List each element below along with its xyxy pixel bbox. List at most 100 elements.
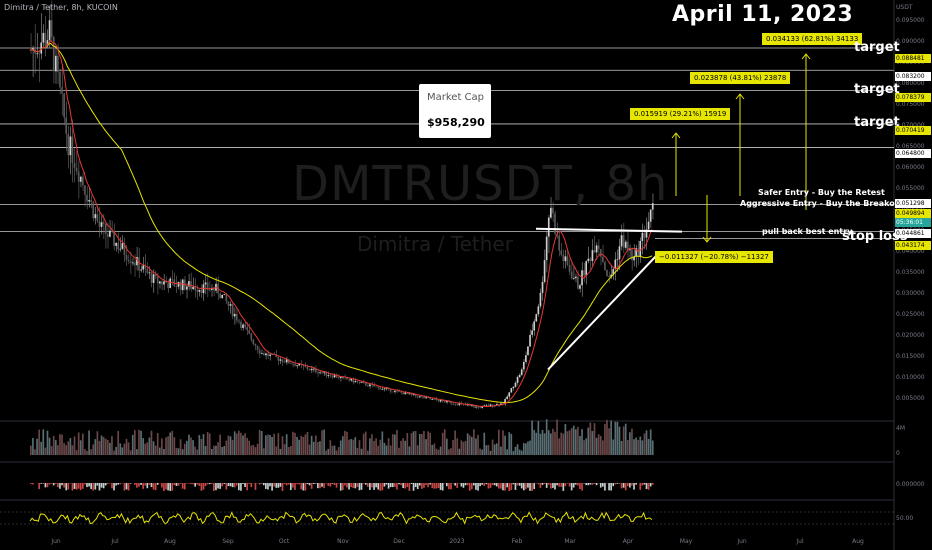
volume-bar — [57, 445, 59, 455]
volume-bar — [240, 432, 242, 455]
volume-bar — [443, 429, 446, 455]
candle-body — [294, 364, 296, 367]
volume-bar — [450, 448, 452, 455]
macd-bar — [477, 483, 479, 491]
volume-bar — [90, 449, 92, 455]
volume-bar — [535, 432, 538, 455]
volume-bar — [439, 446, 442, 455]
macd-bar — [396, 483, 398, 490]
candle-body — [483, 405, 486, 407]
volume-bar — [558, 438, 560, 455]
volume-bar — [82, 433, 84, 455]
macd-bar — [221, 483, 224, 487]
volume-bar — [30, 445, 32, 455]
candle-body — [643, 232, 646, 238]
volume-bar — [186, 440, 188, 455]
volume-bar — [200, 438, 203, 455]
candle-body — [545, 236, 548, 261]
volume-bar — [323, 429, 325, 455]
rsi-axis-50: 50.00 — [896, 515, 914, 522]
volume-bar — [456, 438, 459, 455]
macd-bar — [516, 483, 519, 486]
target-label-1: target — [854, 115, 900, 130]
volume-bar — [502, 430, 504, 455]
macd-bar — [67, 483, 70, 490]
macd-bar — [387, 483, 390, 489]
macd-bar — [483, 483, 486, 487]
candle-body — [533, 321, 536, 331]
macd-bar — [119, 483, 122, 485]
macd-bar — [574, 483, 577, 485]
candle-body — [547, 217, 550, 237]
macd-bar — [117, 483, 120, 485]
volume-bar — [525, 443, 527, 455]
volume-bar — [104, 438, 107, 455]
candle-body — [568, 264, 571, 272]
macd-bar — [595, 483, 598, 486]
volume-bar — [310, 435, 313, 455]
macd-bar — [443, 483, 446, 484]
volume-bar — [100, 435, 103, 455]
candle-body — [50, 20, 53, 38]
volume-bar — [508, 432, 511, 455]
candle-body — [506, 396, 508, 400]
volume-bar — [631, 428, 633, 455]
volume-bar — [125, 438, 128, 455]
macd-bar — [458, 483, 461, 484]
macd-bar — [369, 483, 371, 490]
volume-bar — [171, 430, 174, 455]
macd-bar — [527, 483, 529, 488]
candle-body — [570, 271, 573, 279]
candle-body — [591, 250, 594, 261]
macd-bar — [208, 483, 211, 485]
volume-bar — [219, 434, 221, 455]
candle-body — [63, 93, 65, 118]
macd-bar — [319, 483, 321, 489]
macd-bar — [554, 483, 556, 490]
macd-bar — [310, 483, 313, 489]
candle-body — [256, 345, 259, 351]
volume-bar — [651, 440, 654, 455]
volume-bar — [113, 450, 115, 455]
candle-body — [44, 32, 47, 47]
macd-bar — [298, 483, 300, 485]
candle-body — [593, 250, 596, 253]
macd-bar — [383, 483, 386, 487]
macd-bar — [156, 483, 159, 485]
countdown-tag: 05:36:01 — [895, 218, 931, 227]
candle-body — [221, 294, 224, 299]
volume-bar — [215, 445, 217, 455]
time-axis-label: Apr — [622, 538, 634, 545]
candle-body — [425, 397, 427, 399]
macd-bar — [175, 483, 178, 486]
macd-bar — [48, 483, 51, 485]
volume-bar — [475, 438, 477, 455]
volume-bar — [423, 431, 425, 455]
time-axis-label: Sep — [222, 538, 234, 545]
candle-body — [117, 242, 120, 250]
volume-bar — [383, 442, 386, 455]
candle-body — [416, 396, 419, 398]
macd-bar — [331, 483, 334, 484]
volume-bar — [448, 449, 450, 455]
macd-bar — [196, 483, 199, 485]
volume-bar — [269, 435, 271, 455]
target-label-2: target — [854, 82, 900, 97]
volume-bar — [452, 440, 454, 455]
volume-bar — [624, 423, 627, 455]
macd-bar — [587, 483, 590, 486]
macd-bar — [204, 483, 207, 487]
volume-bar — [339, 440, 342, 455]
price-axis-label: 0.065000 — [896, 142, 925, 150]
volume-bar — [42, 429, 45, 455]
price-tag-last: 0.049894 — [895, 209, 931, 218]
volume-bar — [192, 440, 194, 455]
volume-bar — [352, 439, 355, 455]
volume-bar — [337, 447, 340, 455]
volume-bar — [493, 444, 496, 455]
volume-bar — [379, 439, 382, 455]
macd-bar — [88, 483, 90, 487]
volume-bar — [446, 438, 448, 455]
volume-bar — [213, 445, 215, 455]
